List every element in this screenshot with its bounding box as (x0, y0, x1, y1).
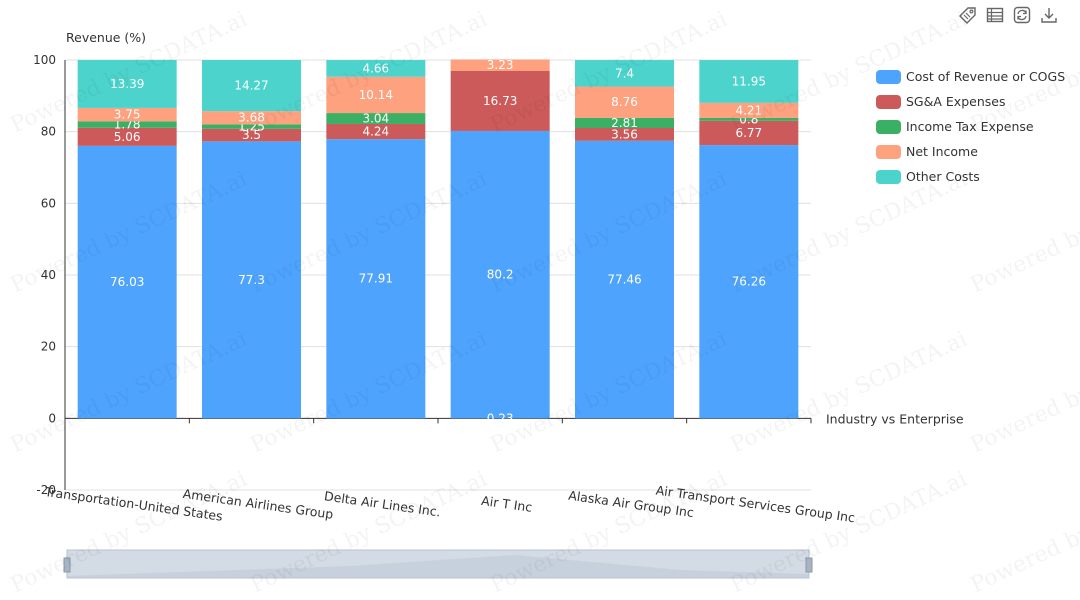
bar-net[interactable] (575, 86, 674, 118)
bar-net[interactable] (450, 59, 550, 72)
data-label: 10.14 (359, 88, 393, 102)
bar-cost[interactable] (77, 145, 177, 419)
y-tick-label: -20 (36, 483, 56, 497)
bar-net[interactable] (699, 102, 799, 118)
y-tick-label: 0 (48, 411, 56, 425)
legend-item-sga[interactable]: SG&A Expenses (876, 89, 1065, 114)
bar-tax[interactable] (77, 121, 177, 128)
bar-cost[interactable] (575, 140, 674, 419)
bar-net[interactable] (326, 76, 426, 114)
data-label: 5.06 (114, 130, 141, 144)
bar-net[interactable] (202, 111, 301, 125)
legend-swatch (876, 94, 901, 109)
bar-other[interactable] (326, 60, 426, 77)
data-label: 4.24 (362, 125, 389, 139)
toolbox (959, 6, 1058, 24)
legend-swatch (876, 169, 901, 184)
bar-sga[interactable] (326, 123, 426, 140)
data-label: 77.46 (607, 273, 641, 287)
legend-item-net[interactable]: Net Income (876, 139, 1065, 164)
y-tick-label: 80 (41, 125, 56, 139)
bar-sga[interactable] (699, 120, 799, 146)
bar-sga[interactable] (450, 71, 550, 131)
legend-label: Net Income (906, 144, 978, 159)
bar-tax[interactable] (326, 113, 426, 124)
data-label: 80.2 (487, 268, 514, 282)
data-label: 3.04 (362, 112, 389, 126)
legend: Cost of Revenue or COGS SG&A Expenses Inco… (876, 64, 1065, 189)
data-label: 11.95 (732, 74, 766, 88)
data-view-icon[interactable] (986, 6, 1004, 24)
bar-cost[interactable] (202, 141, 301, 419)
datazoom-handle-left[interactable] (63, 557, 71, 573)
legend-swatch (876, 69, 901, 84)
data-label: 3.5 (242, 128, 261, 142)
data-label: 77.91 (359, 272, 393, 286)
bar-other[interactable] (575, 60, 674, 87)
data-label: 8.76 (611, 95, 638, 109)
data-label: 3.56 (611, 127, 638, 141)
x-category-label: Air T Inc (480, 493, 533, 515)
bar-sga[interactable] (202, 128, 301, 142)
bar-tax[interactable] (575, 117, 674, 129)
x-axis-title: Industry vs Enterprise (826, 411, 964, 426)
legend-label: Cost of Revenue or COGS (906, 69, 1066, 84)
bar-sga[interactable] (575, 128, 674, 141)
datazoom-preview (67, 555, 809, 578)
data-label: 76.26 (732, 275, 766, 289)
restore-icon[interactable] (1013, 6, 1031, 24)
download-icon[interactable] (1040, 6, 1058, 24)
data-label: 13.39 (110, 77, 144, 91)
data-label: 4.21 (735, 103, 762, 117)
legend-swatch (876, 119, 901, 134)
x-category-label: Delta Air Lines Inc. (323, 488, 441, 519)
data-label: 3.23 (487, 58, 514, 72)
y-tick-label: 20 (41, 340, 56, 354)
data-label: 7.4 (615, 66, 634, 80)
data-label: 4.66 (362, 61, 389, 75)
bar-net[interactable] (77, 107, 177, 122)
tag-icon[interactable] (959, 6, 977, 24)
bar-tax[interactable] (202, 124, 301, 129)
data-label: 16.73 (483, 94, 517, 108)
bar-sga[interactable] (77, 127, 177, 146)
bar-cost[interactable] (699, 145, 799, 419)
legend-label: Other Costs (906, 169, 980, 184)
y-tick-label: 60 (41, 196, 56, 210)
bar-cost[interactable] (450, 130, 550, 419)
data-label: 0.23 (487, 411, 514, 425)
y-tick-label: 100 (33, 53, 56, 67)
data-label: 3.75 (114, 108, 141, 122)
data-label: 14.27 (234, 79, 268, 93)
legend-item-tax[interactable]: Income Tax Expense (876, 114, 1065, 139)
data-label: 3.68 (238, 111, 265, 125)
y-tick-label: 40 (41, 268, 56, 282)
legend-item-other[interactable]: Other Costs (876, 164, 1065, 189)
y-axis-title: Revenue (%) (66, 30, 146, 45)
bar-tax[interactable] (699, 117, 799, 121)
data-label: 76.03 (110, 275, 144, 289)
bar-cost[interactable] (326, 139, 426, 419)
bar-other[interactable] (202, 60, 301, 112)
data-label: 6.77 (735, 126, 762, 140)
legend-item-cost[interactable]: Cost of Revenue or COGS (876, 64, 1065, 89)
bar-other[interactable] (77, 59, 177, 108)
bar-other[interactable] (699, 60, 799, 103)
datazoom-handle-right[interactable] (805, 557, 813, 573)
legend-swatch (876, 144, 901, 159)
data-label: 77.3 (238, 273, 265, 287)
legend-label: SG&A Expenses (906, 94, 1006, 109)
legend-label: Income Tax Expense (906, 119, 1034, 134)
data-label: 2.81 (611, 116, 638, 130)
